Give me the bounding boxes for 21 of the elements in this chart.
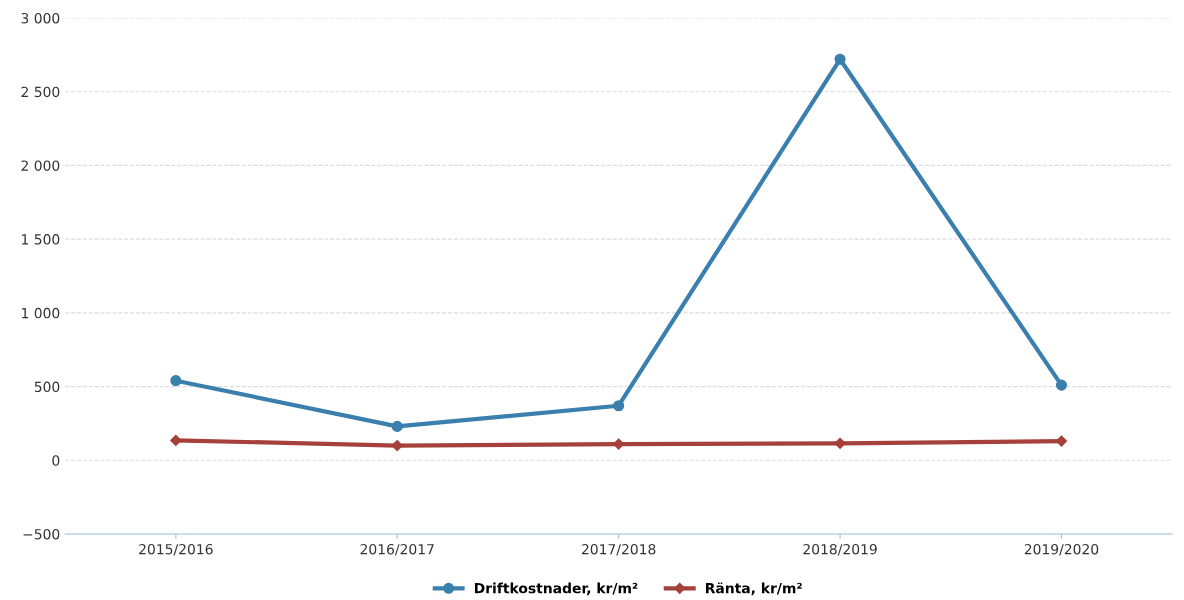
point [391,420,403,432]
y-tick-label: 500 [34,381,60,393]
y-tick-label: 2 000 [21,160,60,171]
legend-label: Driftkostnader, kr/m² [474,582,638,596]
x-tick-label: 2015/2016 [139,543,213,556]
point [1055,379,1068,391]
y-tick-label: −500 [23,528,60,540]
y-tick-label: 1 000 [22,307,60,319]
legend-label: Ränta, kr/m² [705,582,802,596]
point [613,400,625,412]
x-tick-label: 2019/2020 [1024,543,1099,556]
point [170,375,182,387]
x-tick-label: 2016/2017 [360,543,434,556]
y-tick-label: 1 500 [22,234,60,245]
y-tick-label: 3 000 [21,12,60,24]
point [834,53,846,65]
x-tick-label: 2018/2019 [803,543,877,556]
y-tick-label: 0 [52,455,60,466]
point [834,437,846,449]
x-tick-label: 2017/2018 [581,543,656,556]
y-tick-label: 2 500 [21,86,60,98]
